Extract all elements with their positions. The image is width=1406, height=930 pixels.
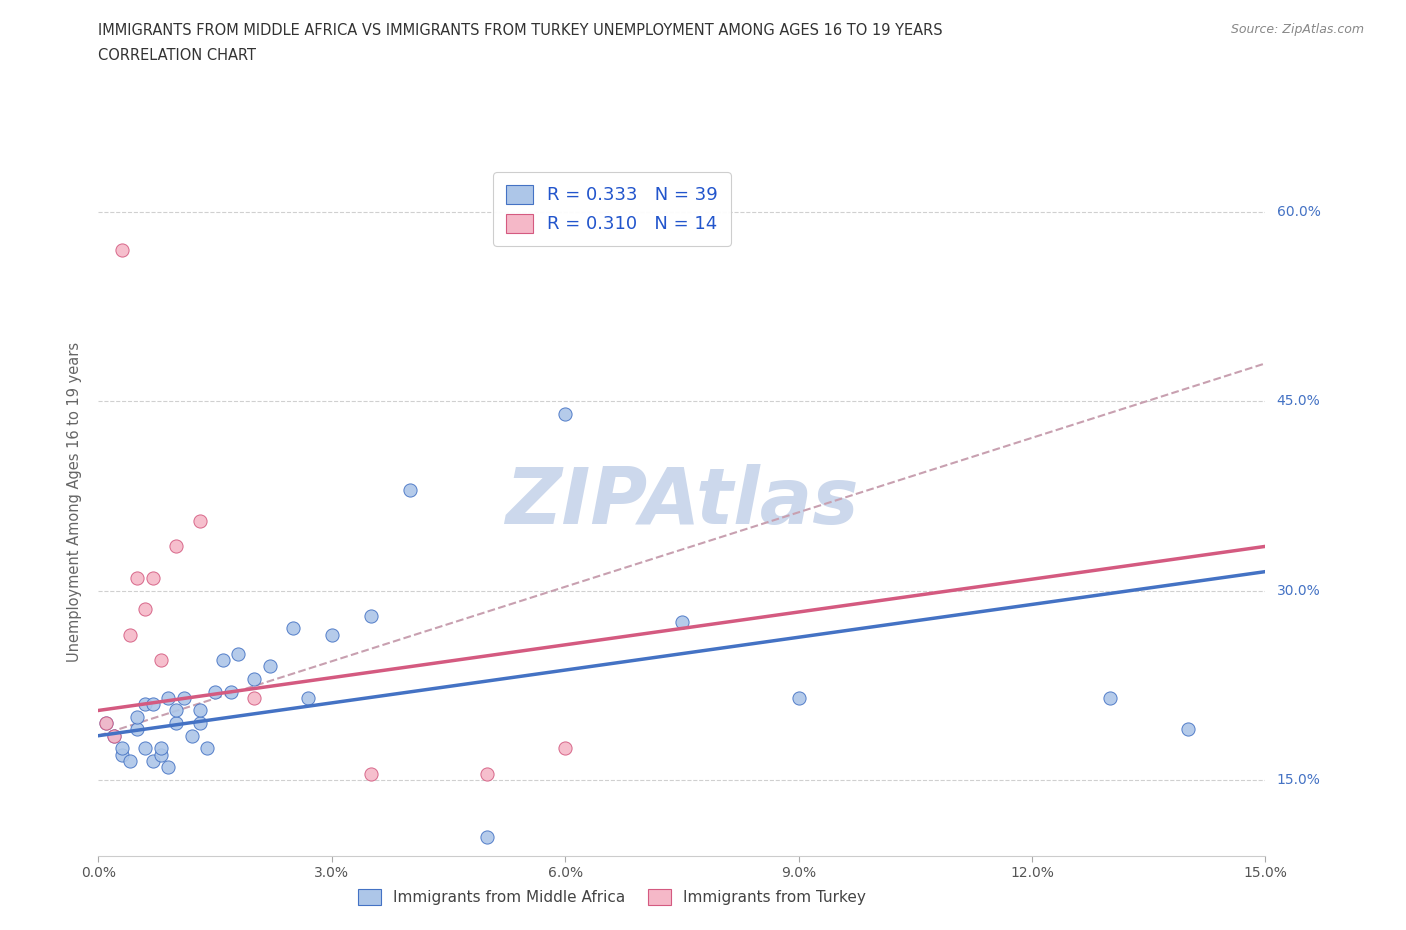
Point — [118, 753, 141, 768]
Point — [173, 690, 195, 705]
Point — [398, 482, 420, 497]
Point — [204, 684, 226, 699]
Point — [96, 716, 118, 731]
Point — [671, 615, 693, 630]
Point — [188, 703, 211, 718]
Point — [165, 716, 187, 731]
Point — [103, 728, 125, 743]
Text: IMMIGRANTS FROM MIDDLE AFRICA VS IMMIGRANTS FROM TURKEY UNEMPLOYMENT AMONG AGES : IMMIGRANTS FROM MIDDLE AFRICA VS IMMIGRA… — [98, 23, 943, 38]
Point — [127, 570, 149, 585]
Point — [219, 684, 242, 699]
Legend: Immigrants from Middle Africa, Immigrants from Turkey: Immigrants from Middle Africa, Immigrant… — [352, 884, 872, 911]
Point — [477, 766, 499, 781]
Point — [554, 406, 576, 421]
Point — [165, 703, 187, 718]
Point — [1177, 722, 1199, 737]
Text: CORRELATION CHART: CORRELATION CHART — [98, 48, 256, 63]
Point — [149, 741, 172, 756]
Point — [165, 539, 187, 554]
Text: Source: ZipAtlas.com: Source: ZipAtlas.com — [1230, 23, 1364, 36]
Text: 60.0%: 60.0% — [1277, 205, 1320, 219]
Point — [142, 753, 165, 768]
Point — [1098, 690, 1121, 705]
Point — [134, 602, 156, 617]
Point — [96, 716, 118, 731]
Point — [228, 646, 250, 661]
Text: 45.0%: 45.0% — [1277, 394, 1320, 408]
Point — [157, 690, 180, 705]
Point — [554, 741, 576, 756]
Text: 30.0%: 30.0% — [1277, 583, 1320, 598]
Point — [134, 697, 156, 711]
Point — [188, 513, 211, 528]
Y-axis label: Unemployment Among Ages 16 to 19 years: Unemployment Among Ages 16 to 19 years — [67, 342, 83, 662]
Point — [111, 741, 134, 756]
Point — [127, 710, 149, 724]
Point — [118, 628, 141, 643]
Point — [787, 690, 810, 705]
Point — [360, 766, 382, 781]
Point — [243, 690, 266, 705]
Point — [180, 728, 202, 743]
Point — [149, 747, 172, 762]
Point — [281, 621, 304, 636]
Point — [321, 628, 343, 643]
Point — [477, 830, 499, 844]
Point — [103, 728, 125, 743]
Point — [297, 690, 319, 705]
Point — [134, 741, 156, 756]
Point — [142, 570, 165, 585]
Point — [188, 716, 211, 731]
Point — [259, 658, 281, 673]
Point — [149, 653, 172, 668]
Point — [212, 653, 235, 668]
Point — [127, 722, 149, 737]
Text: 15.0%: 15.0% — [1277, 773, 1320, 787]
Point — [360, 608, 382, 623]
Point — [195, 741, 218, 756]
Point — [157, 760, 180, 775]
Point — [243, 671, 266, 686]
Text: ZIPAtlas: ZIPAtlas — [505, 464, 859, 540]
Point — [111, 747, 134, 762]
Point — [142, 697, 165, 711]
Point — [111, 243, 134, 258]
